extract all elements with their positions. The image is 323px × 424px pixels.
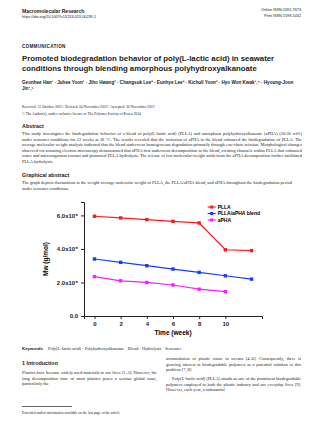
- marker: [145, 218, 148, 221]
- marker: [171, 283, 174, 286]
- marker: [145, 281, 148, 284]
- marker: [93, 257, 96, 260]
- rule: [22, 406, 72, 407]
- footnote: Extended author information available on…: [22, 411, 157, 415]
- y-tick-label: 2.0x10⁵: [57, 280, 78, 286]
- y-tick-mark: [81, 215, 84, 216]
- x-tick-mark: [225, 316, 226, 319]
- y-tick-label: 6.0x10⁵: [57, 213, 78, 219]
- marker: [224, 248, 227, 251]
- keywords-text: Poly(L-lactic acid) · Polyhydroxyalkanoa…: [48, 346, 303, 351]
- x-axis-title: Time (week): [154, 329, 191, 337]
- legend-swatch: [208, 213, 216, 214]
- marker: [224, 290, 227, 293]
- x-tick-label: 8: [198, 321, 202, 327]
- y-tick: 6.0x10⁵: [57, 213, 84, 219]
- legend-label: PLLA: [218, 204, 231, 210]
- legend-entry: PLLA: [208, 204, 231, 210]
- legend-marker: [210, 206, 213, 209]
- legend-label: aPHA: [218, 217, 232, 223]
- abstract-heading: Abstract: [22, 123, 44, 129]
- marker: [224, 274, 227, 277]
- section-heading: 1 Introduction: [22, 360, 58, 366]
- doc-doi: https://doi.org/10.1007/s13233-023-00239…: [22, 15, 96, 19]
- x-tick-label: 6: [172, 321, 176, 327]
- x-tick-label: 0: [93, 321, 97, 327]
- series-line: [94, 259, 251, 279]
- y-tick-mark: [81, 316, 84, 317]
- y-axis-title: Mw (g/mol): [42, 242, 50, 276]
- x-tick-mark: [121, 316, 122, 319]
- y-tick-mark: [81, 282, 84, 283]
- x-tick: 10: [223, 316, 230, 327]
- paragraph: accumulation of plastic waste in oceans …: [166, 356, 301, 373]
- plot: 0 2 4 6 8 10 0.0 2.0x10⁵ 4.0x10⁵ 6.0x10⁵ PLLAPLLA/…: [57, 203, 263, 328]
- legend-marker: [210, 212, 213, 215]
- x-tick: 8: [198, 316, 202, 327]
- legend-entry: aPHA: [208, 217, 232, 223]
- legend: PLLAPLLA/aPHA blendaPHA: [208, 204, 260, 223]
- y-axis: 0.0 2.0x10⁵ 4.0x10⁵ 6.0x10⁵: [57, 203, 85, 320]
- x-tick: 0: [93, 316, 97, 327]
- legend-marker: [210, 219, 213, 222]
- y-tick: 0.0: [70, 313, 84, 319]
- marker: [119, 261, 122, 264]
- x-tick-label: 4: [146, 321, 150, 327]
- y-tick-mark: [81, 249, 84, 250]
- y-tick: 4.0x10⁵: [57, 246, 84, 252]
- x-tick-label: 10: [223, 321, 230, 327]
- paragraph: Plastics have become widely used materia…: [22, 370, 157, 387]
- legend-swatch: [208, 219, 216, 220]
- copyright: © The Author(s), under exclusive licence…: [22, 112, 302, 116]
- marker: [197, 287, 200, 290]
- chart: 0 2 4 6 8 10 0.0 2.0x10⁵ 4.0x10⁵ 6.0x10⁵ PLLAPLLA/…: [40, 196, 280, 338]
- x-tick-mark: [173, 316, 174, 319]
- graphical-abstract-caption: The graph depicts fluctuations in the we…: [22, 180, 302, 191]
- paragraph: Poly(L-lactic acid) (PLLA) stands as one…: [166, 376, 301, 393]
- y-axis-line: [81, 203, 85, 317]
- series-line: [94, 277, 225, 292]
- x-axis: 0 2 4 6 8 10: [85, 316, 263, 327]
- x-tick: 6: [172, 316, 176, 327]
- marker: [145, 264, 148, 267]
- legend-label: PLLA/aPHA blend: [218, 210, 260, 216]
- series-line: [94, 216, 251, 250]
- marks: [93, 215, 253, 294]
- marker: [250, 249, 253, 252]
- legend-swatch: [208, 206, 216, 207]
- marker: [119, 216, 122, 219]
- x-tick-mark: [94, 316, 95, 319]
- marker: [93, 275, 96, 278]
- legend-entry: PLLA/aPHA blend: [208, 210, 260, 216]
- dates: Received: 11 October 2023 / Revised: 24 …: [22, 105, 302, 109]
- marker: [197, 271, 200, 274]
- graphical-abstract-heading: Graphical abstract: [22, 172, 69, 178]
- keywords-heading: Keywords: [22, 346, 43, 351]
- y-tick: 2.0x10⁵: [57, 280, 84, 286]
- marker: [171, 220, 174, 223]
- marker: [250, 277, 253, 280]
- article-type: COMMUNICATION: [22, 44, 66, 49]
- marker: [171, 267, 174, 270]
- y-tick-label: 4.0x10⁵: [57, 246, 78, 252]
- doc-issn: Print ISSN 1598-5032: [264, 14, 301, 18]
- y-tick-label: 0.0: [70, 313, 79, 319]
- x-tick: 4: [146, 316, 150, 327]
- x-tick-mark: [199, 316, 200, 319]
- x-tick: 2: [119, 316, 123, 327]
- marker: [197, 221, 200, 224]
- doc-journal: Macromolecular Research: [22, 8, 84, 14]
- x-tick-mark: [147, 316, 148, 319]
- doc-issn: Online ISSN 2092-7673: [261, 8, 301, 12]
- x-axis-line: [85, 317, 263, 320]
- authors: Geonhee Han¹ · Juhee Yoon¹ · Jiho Hwang²…: [22, 80, 302, 92]
- x-tick-label: 2: [119, 321, 123, 327]
- title: Promoted biodegradation behavior of poly…: [22, 54, 307, 73]
- abstract-text: This study investigates the biodegradati…: [22, 131, 302, 165]
- marker: [119, 279, 122, 282]
- marker: [93, 215, 96, 218]
